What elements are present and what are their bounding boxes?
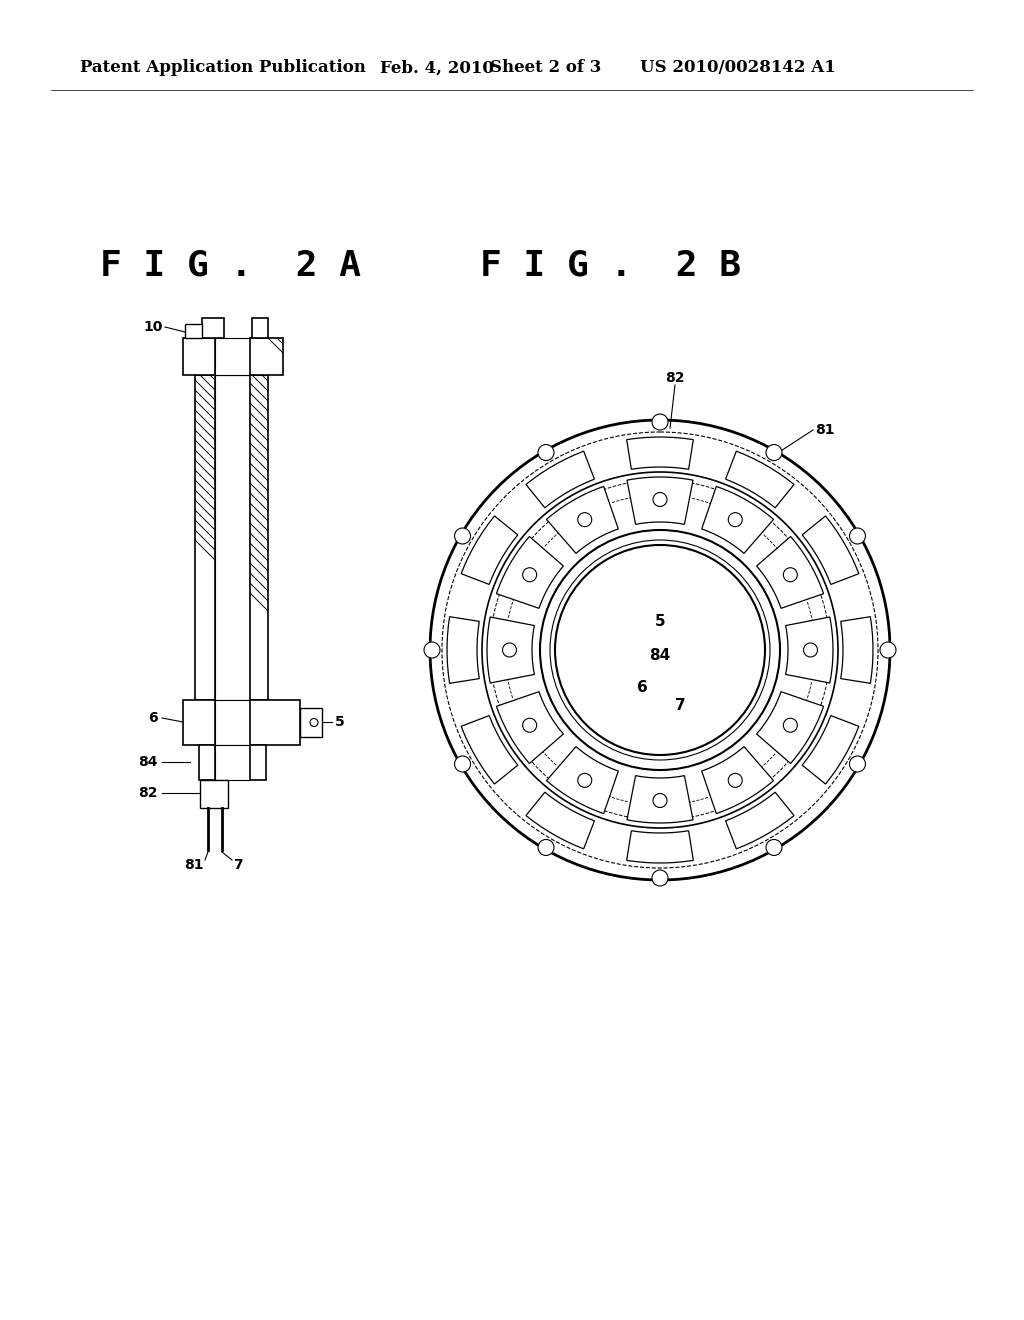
Polygon shape [547, 747, 618, 813]
Polygon shape [701, 487, 773, 553]
Circle shape [455, 756, 471, 772]
Circle shape [766, 445, 782, 461]
Circle shape [482, 473, 838, 828]
Circle shape [850, 528, 865, 544]
Circle shape [522, 718, 537, 733]
Bar [215, 375, 250, 700]
Polygon shape [487, 616, 535, 682]
Polygon shape [627, 830, 693, 863]
Circle shape [555, 545, 765, 755]
Polygon shape [757, 692, 823, 763]
Polygon shape [526, 451, 594, 508]
Polygon shape [802, 516, 859, 585]
Polygon shape [497, 536, 563, 609]
Circle shape [783, 568, 798, 582]
Polygon shape [726, 792, 794, 849]
Circle shape [490, 480, 830, 820]
Polygon shape [802, 715, 859, 784]
Text: 82: 82 [138, 785, 158, 800]
Polygon shape [526, 792, 594, 849]
Text: 7: 7 [675, 697, 685, 713]
Polygon shape [841, 616, 872, 684]
Text: 10: 10 [143, 319, 163, 334]
Circle shape [728, 512, 742, 527]
Bar [252, 318, 268, 338]
Circle shape [310, 718, 318, 726]
Bar [195, 375, 215, 700]
Circle shape [550, 540, 770, 760]
Bar [202, 318, 224, 338]
Polygon shape [461, 715, 518, 784]
Polygon shape [447, 616, 479, 684]
Text: 7: 7 [233, 858, 243, 873]
Text: 6: 6 [637, 681, 647, 696]
Text: Patent Application Publication: Patent Application Publication [80, 59, 366, 77]
Polygon shape [726, 451, 794, 508]
Circle shape [766, 840, 782, 855]
Circle shape [783, 718, 798, 733]
Text: 82: 82 [666, 371, 685, 385]
Bar [200, 780, 228, 808]
Text: Feb. 4, 2010: Feb. 4, 2010 [380, 59, 494, 77]
Polygon shape [785, 616, 833, 682]
Bar [183, 338, 215, 375]
Bar [300, 708, 322, 737]
Circle shape [522, 568, 537, 582]
Bar [250, 375, 268, 700]
Bar [250, 700, 300, 744]
Circle shape [538, 445, 554, 461]
Bar [215, 700, 250, 744]
Bar [250, 744, 266, 780]
Circle shape [503, 643, 516, 657]
Circle shape [653, 492, 667, 507]
Text: 5: 5 [654, 615, 666, 630]
Text: US 2010/0028142 A1: US 2010/0028142 A1 [640, 59, 836, 77]
Circle shape [804, 643, 817, 657]
Text: F I G .  2 B: F I G . 2 B [479, 248, 740, 282]
Bar [215, 338, 250, 375]
Circle shape [430, 420, 890, 880]
Text: 6: 6 [148, 711, 158, 725]
Bar [185, 323, 202, 338]
Circle shape [653, 793, 667, 808]
Text: 81: 81 [815, 422, 835, 437]
Circle shape [880, 642, 896, 657]
Polygon shape [627, 437, 693, 469]
Text: 81: 81 [184, 858, 204, 873]
Text: 5: 5 [335, 715, 345, 729]
Bar [250, 338, 283, 375]
Polygon shape [757, 536, 823, 609]
Polygon shape [497, 692, 563, 763]
Polygon shape [547, 487, 618, 553]
Bar [215, 744, 250, 780]
Polygon shape [461, 516, 518, 585]
Circle shape [455, 528, 471, 544]
Polygon shape [627, 477, 693, 524]
Polygon shape [701, 747, 773, 813]
Circle shape [850, 756, 865, 772]
Circle shape [728, 774, 742, 787]
Circle shape [652, 870, 668, 886]
Circle shape [424, 642, 440, 657]
Circle shape [578, 774, 592, 787]
Text: 84: 84 [649, 648, 671, 663]
Text: Sheet 2 of 3: Sheet 2 of 3 [490, 59, 601, 77]
Text: 84: 84 [138, 755, 158, 770]
Bar [199, 744, 215, 780]
Circle shape [578, 512, 592, 527]
Circle shape [652, 414, 668, 430]
Polygon shape [627, 776, 693, 822]
Circle shape [538, 840, 554, 855]
Circle shape [540, 531, 780, 770]
Bar [183, 700, 215, 744]
Circle shape [442, 432, 878, 869]
Text: F I G .  2 A: F I G . 2 A [99, 248, 360, 282]
